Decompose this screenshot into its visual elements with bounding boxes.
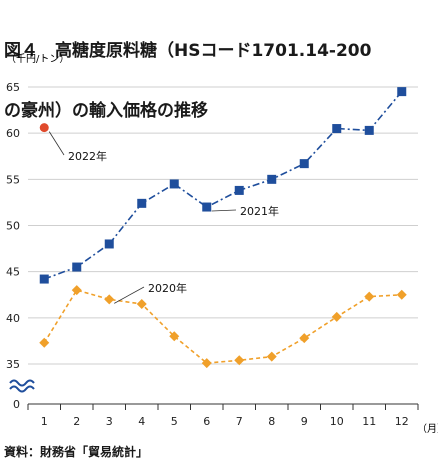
point-2021: [332, 124, 342, 134]
point-2020: [364, 291, 375, 302]
point-2020: [39, 337, 50, 348]
point-2020: [266, 351, 277, 362]
point-2021: [104, 239, 114, 249]
y-axis-label: （千円/トン）: [6, 53, 69, 65]
x-tick-label-1: 1: [41, 415, 48, 428]
leader-line-2021年: [211, 209, 237, 212]
y-tick-label-65: 65: [6, 81, 20, 94]
series-label-2021年: 2021年: [240, 204, 279, 218]
y-tick-label-60: 60: [6, 127, 20, 140]
x-tick-label-3: 3: [106, 415, 113, 428]
y-tick-label-0: 0: [13, 398, 20, 411]
x-tick-label-6: 6: [203, 415, 210, 428]
x-tick-label-10: 10: [330, 415, 344, 428]
y-tick-label-40: 40: [6, 312, 20, 325]
point-2021: [72, 262, 82, 272]
chart-title-line2: の豪州）の輸入価格の推移: [4, 101, 208, 121]
point-2020: [234, 355, 245, 366]
point-2020: [104, 294, 115, 305]
series-label-2020年: 2020年: [148, 281, 187, 295]
point-2021: [169, 179, 179, 189]
x-axis-unit-label: （月）: [417, 423, 438, 435]
series-line-2020年: [43, 289, 402, 364]
data-markers: [39, 87, 407, 369]
y-tick-label-45: 45: [6, 266, 20, 279]
point-2020: [396, 289, 407, 300]
point-2021: [234, 185, 244, 195]
x-tick-label-8: 8: [268, 415, 275, 428]
x-tick-label-7: 7: [236, 415, 243, 428]
point-2020: [169, 331, 180, 342]
axis-break-wave-1: [9, 379, 35, 387]
chart-title-line1: 図４ 高糖度原料糖（HSコード1701.14-200: [4, 41, 372, 61]
x-tick-label-12: 12: [395, 415, 409, 428]
point-2021: [137, 198, 147, 208]
series-line-2021年: [43, 91, 403, 280]
y-tick-label-55: 55: [6, 173, 20, 186]
point-2021: [364, 125, 374, 135]
point-2020: [331, 311, 342, 322]
x-tick-label-2: 2: [73, 415, 80, 428]
series-label-2022年: 2022年: [68, 149, 107, 163]
point-2021: [267, 174, 277, 184]
x-tick-label-11: 11: [362, 415, 376, 428]
point-2021: [202, 202, 212, 212]
axis-break-wave-2: [9, 385, 35, 393]
point-2020: [299, 333, 310, 344]
series-labels: 2022年 2021年 2020年: [48, 131, 279, 304]
chart-title: 図４ 高糖度原料糖（HSコード1701.14-200 の豪州）の輸入価格の推移: [4, 1, 371, 141]
grid-lines: [28, 86, 418, 365]
point-2020: [136, 298, 147, 309]
x-tick-label-5: 5: [171, 415, 178, 428]
leader-line-2020年: [114, 286, 145, 304]
series-lines: [43, 91, 403, 364]
leader-line-2022年: [48, 131, 65, 156]
point-2022: [39, 123, 49, 133]
y-tick-label-35: 35: [6, 358, 20, 371]
point-2020: [71, 285, 82, 296]
point-2021: [39, 274, 49, 284]
point-2020: [201, 358, 212, 369]
source-note: 資料：財務省「貿易統計」: [4, 445, 149, 459]
x-tick-label-4: 4: [138, 415, 145, 428]
x-tick-label-9: 9: [301, 415, 308, 428]
y-tick-label-50: 50: [6, 220, 20, 233]
point-2021: [397, 87, 407, 97]
point-2021: [299, 159, 309, 169]
